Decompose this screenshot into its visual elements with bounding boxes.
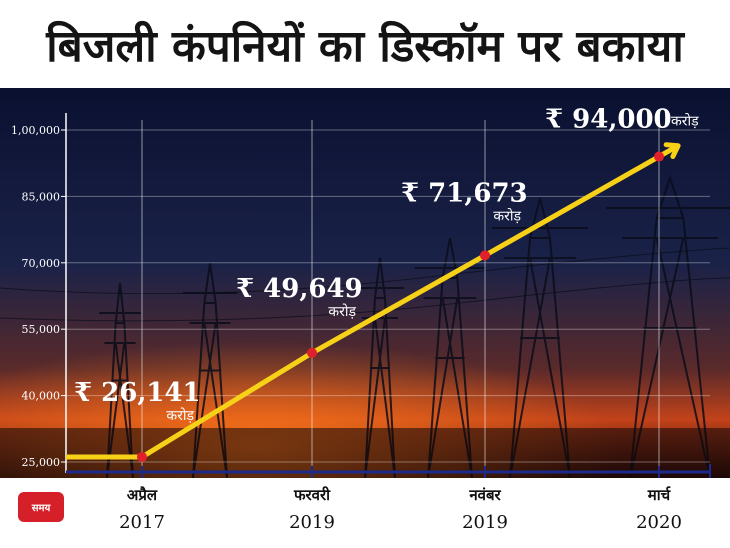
- pylon-icon: [414, 237, 486, 478]
- x-tick-month: फरवरी: [293, 486, 331, 504]
- y-tick-label: 85,000: [22, 190, 61, 203]
- data-label-unit: करोड़: [493, 207, 521, 224]
- pylon-icon: [356, 257, 404, 478]
- data-point: [137, 451, 147, 462]
- grid-lines: 25,000 40,000 55,000 70,000 85,000 1,00,000: [11, 120, 710, 472]
- data-label-value: ₹ 26,141: [74, 378, 201, 408]
- x-tick-year: 2019: [462, 512, 508, 533]
- x-axis-label-badge: समय: [18, 492, 64, 522]
- x-tick-month: अप्रैल: [126, 486, 158, 504]
- ground-silhouette: [0, 428, 730, 478]
- data-point: [654, 151, 664, 162]
- data-point: [307, 347, 317, 358]
- x-tick-month: मार्च: [647, 486, 671, 504]
- y-tick-label: 1,00,000: [11, 124, 60, 137]
- data-point: [480, 250, 490, 261]
- x-axis-area: समय अप्रैल 2017 फरवरी 2019 नवंबर 2019 मार्च 202…: [0, 478, 730, 548]
- data-label-value: ₹ 49,649: [236, 274, 363, 304]
- x-tick-year: 2019: [289, 512, 335, 533]
- chart-plot: 25,000 40,000 55,000 70,000 85,000 1,00,000 ₹…: [0, 88, 730, 478]
- x-tick-label: अप्रैल 2017: [87, 481, 197, 537]
- pylon-icon: [492, 197, 588, 478]
- arrowhead-icon: [663, 142, 681, 159]
- x-tick-label: नवंबर 2019: [430, 481, 540, 537]
- chart-title: बिजली कंपनियों का डिस्कॉम पर बकाया: [0, 0, 730, 88]
- data-label-value: ₹ 94,000: [545, 105, 672, 135]
- x-tick-label: फरवरी 2019: [257, 481, 367, 537]
- pylon-icon: [606, 174, 730, 478]
- data-label-unit: करोड़: [166, 407, 194, 424]
- y-tick-label: 70,000: [22, 257, 61, 270]
- pylon-icon: [99, 282, 141, 478]
- pylon-silhouettes: [0, 174, 730, 478]
- data-label-value: ₹ 71,673: [401, 178, 528, 208]
- x-tick-month: नवंबर: [469, 486, 501, 504]
- y-tick-label: 55,000: [22, 323, 61, 336]
- debt-series: [66, 142, 681, 462]
- y-tick-label: 25,000: [22, 456, 61, 469]
- x-tick-year: 2017: [119, 512, 165, 533]
- data-label-unit: करोड़: [328, 303, 356, 320]
- power-lines: [0, 247, 730, 322]
- x-tick-year: 2020: [636, 512, 682, 533]
- x-tick-label: मार्च 2020: [604, 481, 714, 537]
- y-tick-label: 40,000: [22, 390, 61, 403]
- axes: [65, 113, 711, 478]
- data-label-unit: करोड़: [671, 113, 699, 130]
